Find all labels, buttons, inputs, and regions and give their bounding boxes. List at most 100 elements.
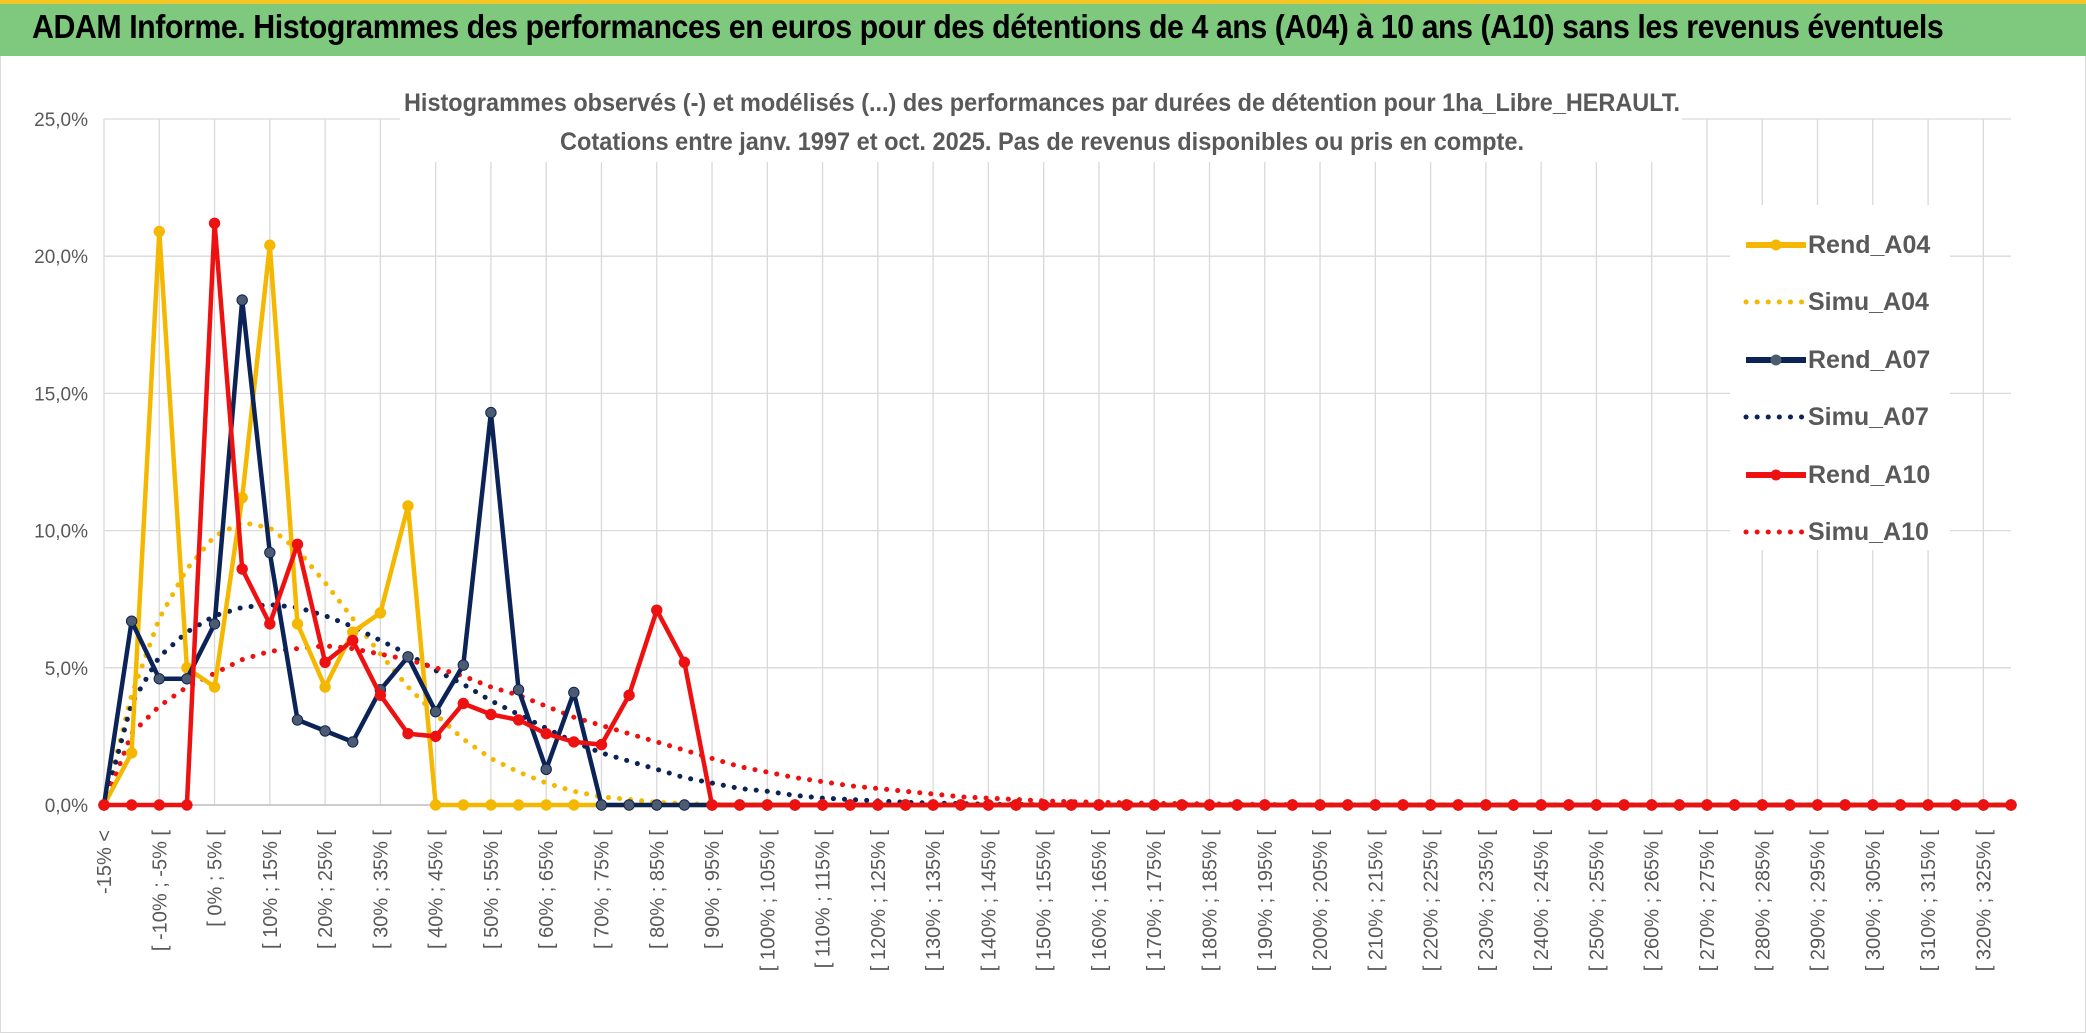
data-point-rend-a10: [1480, 799, 1492, 811]
data-point-rend-a04: [568, 799, 580, 811]
data-point-rend-a10: [1010, 799, 1022, 811]
data-point-rend-a07: [236, 294, 248, 306]
data-point-rend-a04: [485, 799, 497, 811]
data-point-rend-a07: [568, 686, 580, 699]
x-tick-label: [ 290% ; 295% [: [1808, 830, 1830, 972]
chart-legend: Rend_A04 Simu_A04 Rend_A07 Simu_A07 Rend_A10…: [1730, 205, 1950, 550]
data-point-rend-a10: [706, 799, 718, 811]
data-point-rend-a10: [1120, 799, 1133, 811]
data-point-rend-a10: [402, 727, 414, 740]
data-point-rend-a10: [1314, 799, 1326, 811]
data-point-rend-a10: [1231, 799, 1243, 811]
x-tick-label: [ 40% ; 45% [: [426, 830, 448, 949]
data-point-rend-a10: [733, 799, 746, 811]
data-point-rend-a10: [1093, 799, 1105, 811]
data-point-rend-a10: [1397, 799, 1409, 811]
data-point-rend-a10: [1286, 799, 1299, 811]
data-point-rend-a10: [1452, 799, 1464, 811]
data-point-rend-a10: [651, 604, 663, 616]
data-point-rend-a07: [457, 659, 469, 671]
data-point-rend-a04: [457, 799, 469, 811]
x-tick-label: [ 230% ; 235% [: [1476, 830, 1498, 972]
x-tick-label: [ 120% ; 125% [: [868, 830, 890, 972]
data-point-rend-a04: [319, 681, 331, 693]
x-tick-label: [ 240% ; 245% [: [1531, 830, 1553, 972]
data-point-rend-a10: [319, 656, 331, 669]
data-point-rend-a04: [264, 239, 276, 251]
legend-swatch-rend-a04: [1746, 239, 1806, 251]
x-tick-label: [ 50% ; 55% [: [481, 830, 503, 949]
data-point-rend-a07: [512, 684, 525, 696]
y-tick-label: 0,0%: [45, 796, 88, 817]
y-tick-label: 5,0%: [45, 659, 88, 680]
data-point-rend-a04: [125, 747, 138, 759]
x-tick-label: -15% <: [94, 830, 116, 894]
data-point-rend-a10: [457, 697, 469, 710]
x-tick-label: [ 10% ; 15% [: [260, 830, 282, 949]
x-tick-label: [ 320% ; 325% [: [1973, 830, 1995, 972]
legend-swatch-rend-a07: [1746, 354, 1806, 366]
x-tick-label: [ 90% ; 95% [: [702, 830, 724, 949]
data-point-rend-a10: [816, 799, 829, 811]
x-tick-label: [ 100% ; 105% [: [757, 830, 779, 972]
data-point-rend-a10: [264, 618, 276, 630]
x-tick-label: [ 250% ; 255% [: [1586, 830, 1608, 972]
data-point-rend-a10: [1065, 799, 1078, 811]
x-tick-label: [ 300% ; 305% [: [1863, 830, 1885, 972]
data-point-rend-a10: [1176, 799, 1188, 811]
legend-swatch-simu-a10: [1743, 529, 1809, 535]
grid-lines: [103, 118, 2011, 806]
data-point-rend-a07: [153, 673, 165, 685]
data-point-rend-a07: [485, 406, 497, 419]
data-point-rend-a10: [899, 799, 912, 811]
series-line-rend-a10: [104, 221, 2011, 808]
x-tick-label: [ 140% ; 145% [: [978, 830, 1000, 972]
data-point-rend-a07: [208, 618, 221, 630]
data-point-rend-a10: [98, 799, 110, 811]
data-point-rend-a10: [181, 799, 193, 811]
x-tick-label: [ 180% ; 185% [: [1200, 830, 1222, 972]
data-point-rend-a04: [374, 607, 387, 619]
y-axis-ticks: 0,0% 5,0% 10,0% 15,0% 20,0% 25,0%: [34, 110, 88, 817]
data-point-rend-a07: [125, 615, 138, 627]
legend-label-rend-a07: Rend_A07: [1808, 346, 1931, 374]
x-tick-label: [ -10% ; -5% [: [149, 830, 171, 952]
data-point-rend-a10: [1950, 799, 1962, 811]
data-point-rend-a04: [512, 799, 525, 811]
x-tick-label: [ 0% ; 5% [: [205, 830, 227, 927]
data-point-rend-a10: [678, 656, 691, 669]
x-tick-label: [ 30% ; 35% [: [370, 830, 392, 949]
data-point-rend-a07: [291, 714, 304, 726]
data-point-rend-a10: [761, 799, 774, 811]
data-point-rend-a07: [623, 799, 635, 811]
data-point-rend-a07: [347, 736, 359, 748]
series-line-rend-a04: [102, 229, 2011, 808]
x-tick-label: [ 170% ; 175% [: [1144, 830, 1166, 972]
y-tick-label: 15,0%: [34, 384, 88, 405]
data-point-rend-a07: [595, 799, 608, 811]
legend-item-rend-a07: Rend_A07: [1730, 340, 1950, 380]
data-point-rend-a10: [1701, 799, 1713, 811]
y-tick-label: 20,0%: [34, 247, 88, 268]
legend-label-simu-a07: Simu_A07: [1808, 403, 1929, 431]
x-tick-label: [ 200% ; 205% [: [1310, 830, 1332, 972]
report-title: ADAM Informe. Histogrammes des performan…: [32, 8, 1944, 45]
data-point-rend-a10: [1784, 799, 1796, 811]
data-point-rend-a10: [153, 799, 165, 811]
chart-title-line2: Cotations entre janv. 1997 et oct. 2025.…: [560, 128, 1524, 156]
data-point-rend-a10: [1728, 799, 1741, 811]
x-tick-label: [ 150% ; 155% [: [1034, 830, 1056, 972]
data-point-rend-a10: [927, 799, 939, 811]
x-tick-label: [ 280% ; 285% [: [1752, 830, 1774, 972]
data-point-rend-a10: [982, 799, 995, 811]
data-point-rend-a07: [651, 799, 663, 811]
data-point-rend-a10: [1756, 799, 1768, 811]
report-banner: ADAM Informe. Histogrammes des performan…: [0, 0, 2086, 56]
data-point-rend-a04: [540, 799, 552, 811]
legend-swatch-simu-a04: [1743, 299, 1809, 305]
legend-label-simu-a10: Simu_A10: [1808, 518, 1929, 546]
legend-item-simu-a10: Simu_A10: [1730, 512, 1950, 552]
legend-item-simu-a07: Simu_A07: [1730, 397, 1950, 437]
data-point-rend-a10: [595, 738, 608, 751]
